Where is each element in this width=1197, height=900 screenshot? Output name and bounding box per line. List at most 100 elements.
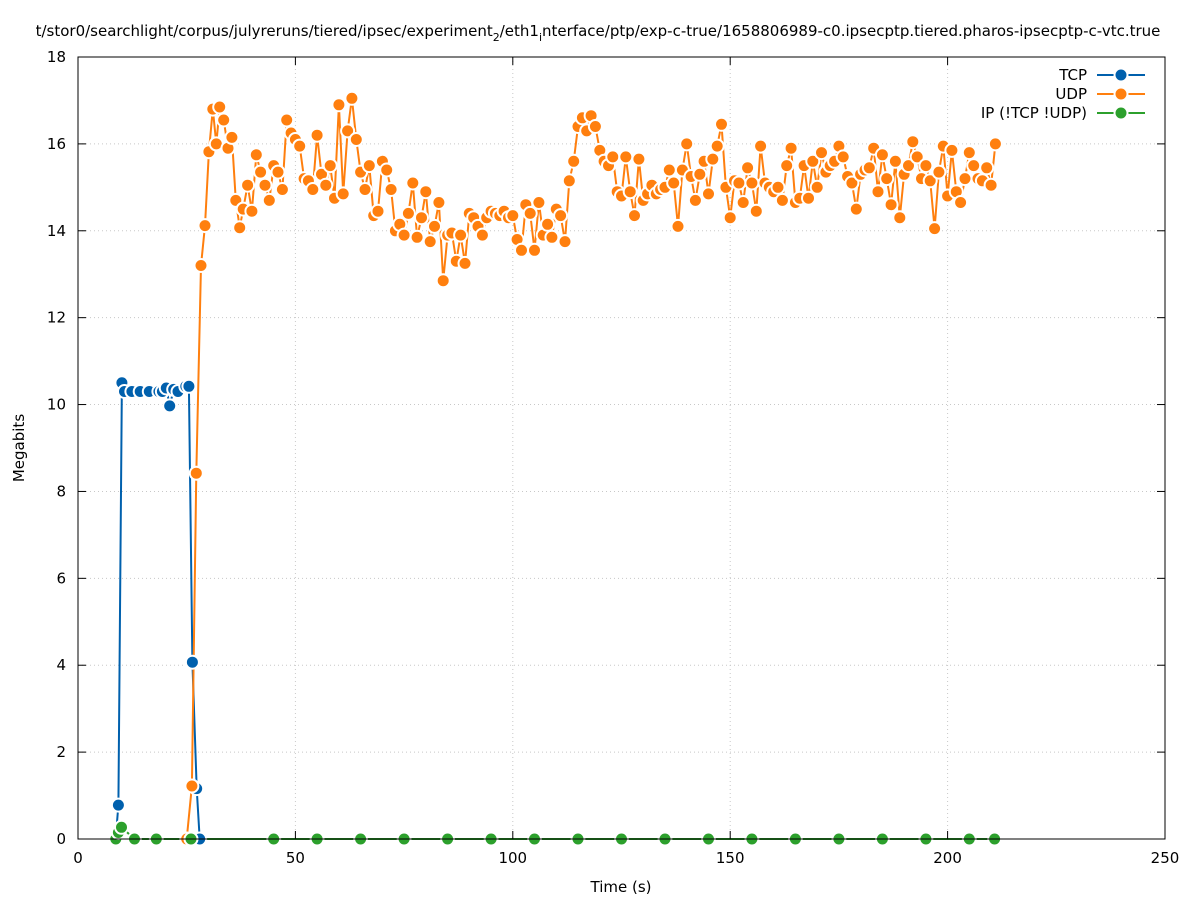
- data-point: [370, 203, 386, 219]
- data-point: [722, 210, 738, 226]
- data-point: [405, 175, 421, 191]
- data-point: [987, 136, 1003, 152]
- y-axis-label: Megabits: [10, 414, 28, 482]
- y-tick-label: 4: [56, 656, 66, 674]
- data-point: [257, 177, 273, 193]
- data-point: [427, 218, 442, 234]
- data-point: [774, 192, 790, 208]
- data-point: [383, 182, 399, 197]
- data-point: [770, 179, 786, 195]
- series-points: [108, 90, 1003, 847]
- data-point: [514, 242, 529, 258]
- data-point: [922, 173, 938, 189]
- data-point: [361, 158, 377, 174]
- data-point: [918, 158, 934, 174]
- data-point: [735, 195, 751, 210]
- data-point: [409, 229, 425, 245]
- data-point: [414, 210, 429, 226]
- data-point: [505, 208, 521, 224]
- data-point: [292, 138, 308, 154]
- data-point: [253, 164, 269, 180]
- chart-title: t/stor0/searchlight/corpus/julyreruns/ti…: [36, 22, 1161, 44]
- data-point: [305, 182, 321, 197]
- data-point: [714, 116, 729, 132]
- data-point: [322, 158, 338, 174]
- y-tick-label: 2: [56, 743, 66, 761]
- data-point: [687, 192, 703, 208]
- data-point: [566, 153, 582, 169]
- data-point: [809, 179, 825, 195]
- data-point: [216, 112, 232, 128]
- legend-marker: [1113, 67, 1129, 83]
- data-point: [670, 218, 686, 234]
- data-point: [879, 171, 895, 187]
- data-point: [905, 134, 921, 150]
- data-point: [457, 255, 473, 271]
- y-tick-label: 6: [56, 569, 66, 587]
- data-point: [261, 192, 277, 208]
- data-point: [692, 166, 708, 182]
- data-point: [188, 465, 204, 481]
- data-point: [870, 184, 886, 200]
- data-point: [953, 195, 969, 210]
- data-point: [805, 153, 821, 169]
- data-point: [184, 778, 200, 794]
- data-point: [874, 147, 890, 163]
- data-point: [561, 173, 577, 189]
- plot-border: [77, 56, 1166, 840]
- data-point: [835, 149, 851, 165]
- data-point: [848, 201, 864, 217]
- data-point: [587, 119, 603, 134]
- legend-marker: [1113, 86, 1129, 102]
- data-point: [801, 190, 816, 206]
- data-point: [400, 205, 416, 221]
- x-tick-label: 150: [716, 849, 745, 867]
- data-point: [544, 229, 560, 245]
- y-tick-label: 8: [56, 482, 66, 500]
- y-tick-label: 14: [47, 222, 66, 240]
- data-point: [357, 182, 373, 197]
- data-point: [270, 164, 286, 180]
- data-point: [431, 195, 447, 210]
- legend-label: TCP: [1058, 66, 1087, 84]
- data-point: [887, 153, 903, 169]
- data-point: [531, 195, 547, 210]
- data-point: [181, 378, 197, 394]
- x-tick-label: 100: [498, 849, 527, 867]
- data-point: [901, 158, 916, 174]
- x-axis-label: Time (s): [590, 878, 652, 896]
- data-point: [344, 90, 360, 106]
- data-point: [274, 182, 290, 197]
- data-point: [753, 138, 769, 154]
- data-point: [248, 147, 264, 163]
- data-point: [748, 203, 764, 219]
- data-point: [114, 819, 129, 835]
- y-tick-label: 12: [47, 309, 66, 327]
- data-point: [931, 164, 947, 180]
- y-tick-label: 16: [47, 135, 66, 153]
- data-point: [197, 218, 213, 234]
- data-point: [110, 797, 126, 813]
- data-point: [309, 127, 325, 143]
- data-point: [605, 149, 621, 165]
- data-point: [983, 177, 999, 193]
- y-tick-label: 10: [47, 396, 66, 414]
- data-point: [318, 177, 334, 193]
- data-point: [814, 145, 829, 161]
- data-point: [396, 227, 412, 243]
- data-point: [779, 158, 795, 174]
- data-point: [418, 184, 434, 200]
- data-point: [740, 160, 756, 176]
- data-point: [340, 123, 356, 139]
- data-point: [666, 175, 682, 191]
- legend-label: UDP: [1055, 85, 1087, 103]
- legend-label: IP (!TCP !UDP): [981, 104, 1087, 122]
- data-point: [744, 175, 760, 191]
- data-point: [193, 258, 209, 273]
- x-tick-label: 250: [1151, 849, 1180, 867]
- data-point: [909, 149, 925, 165]
- data-point: [184, 654, 200, 670]
- data-point: [701, 186, 716, 202]
